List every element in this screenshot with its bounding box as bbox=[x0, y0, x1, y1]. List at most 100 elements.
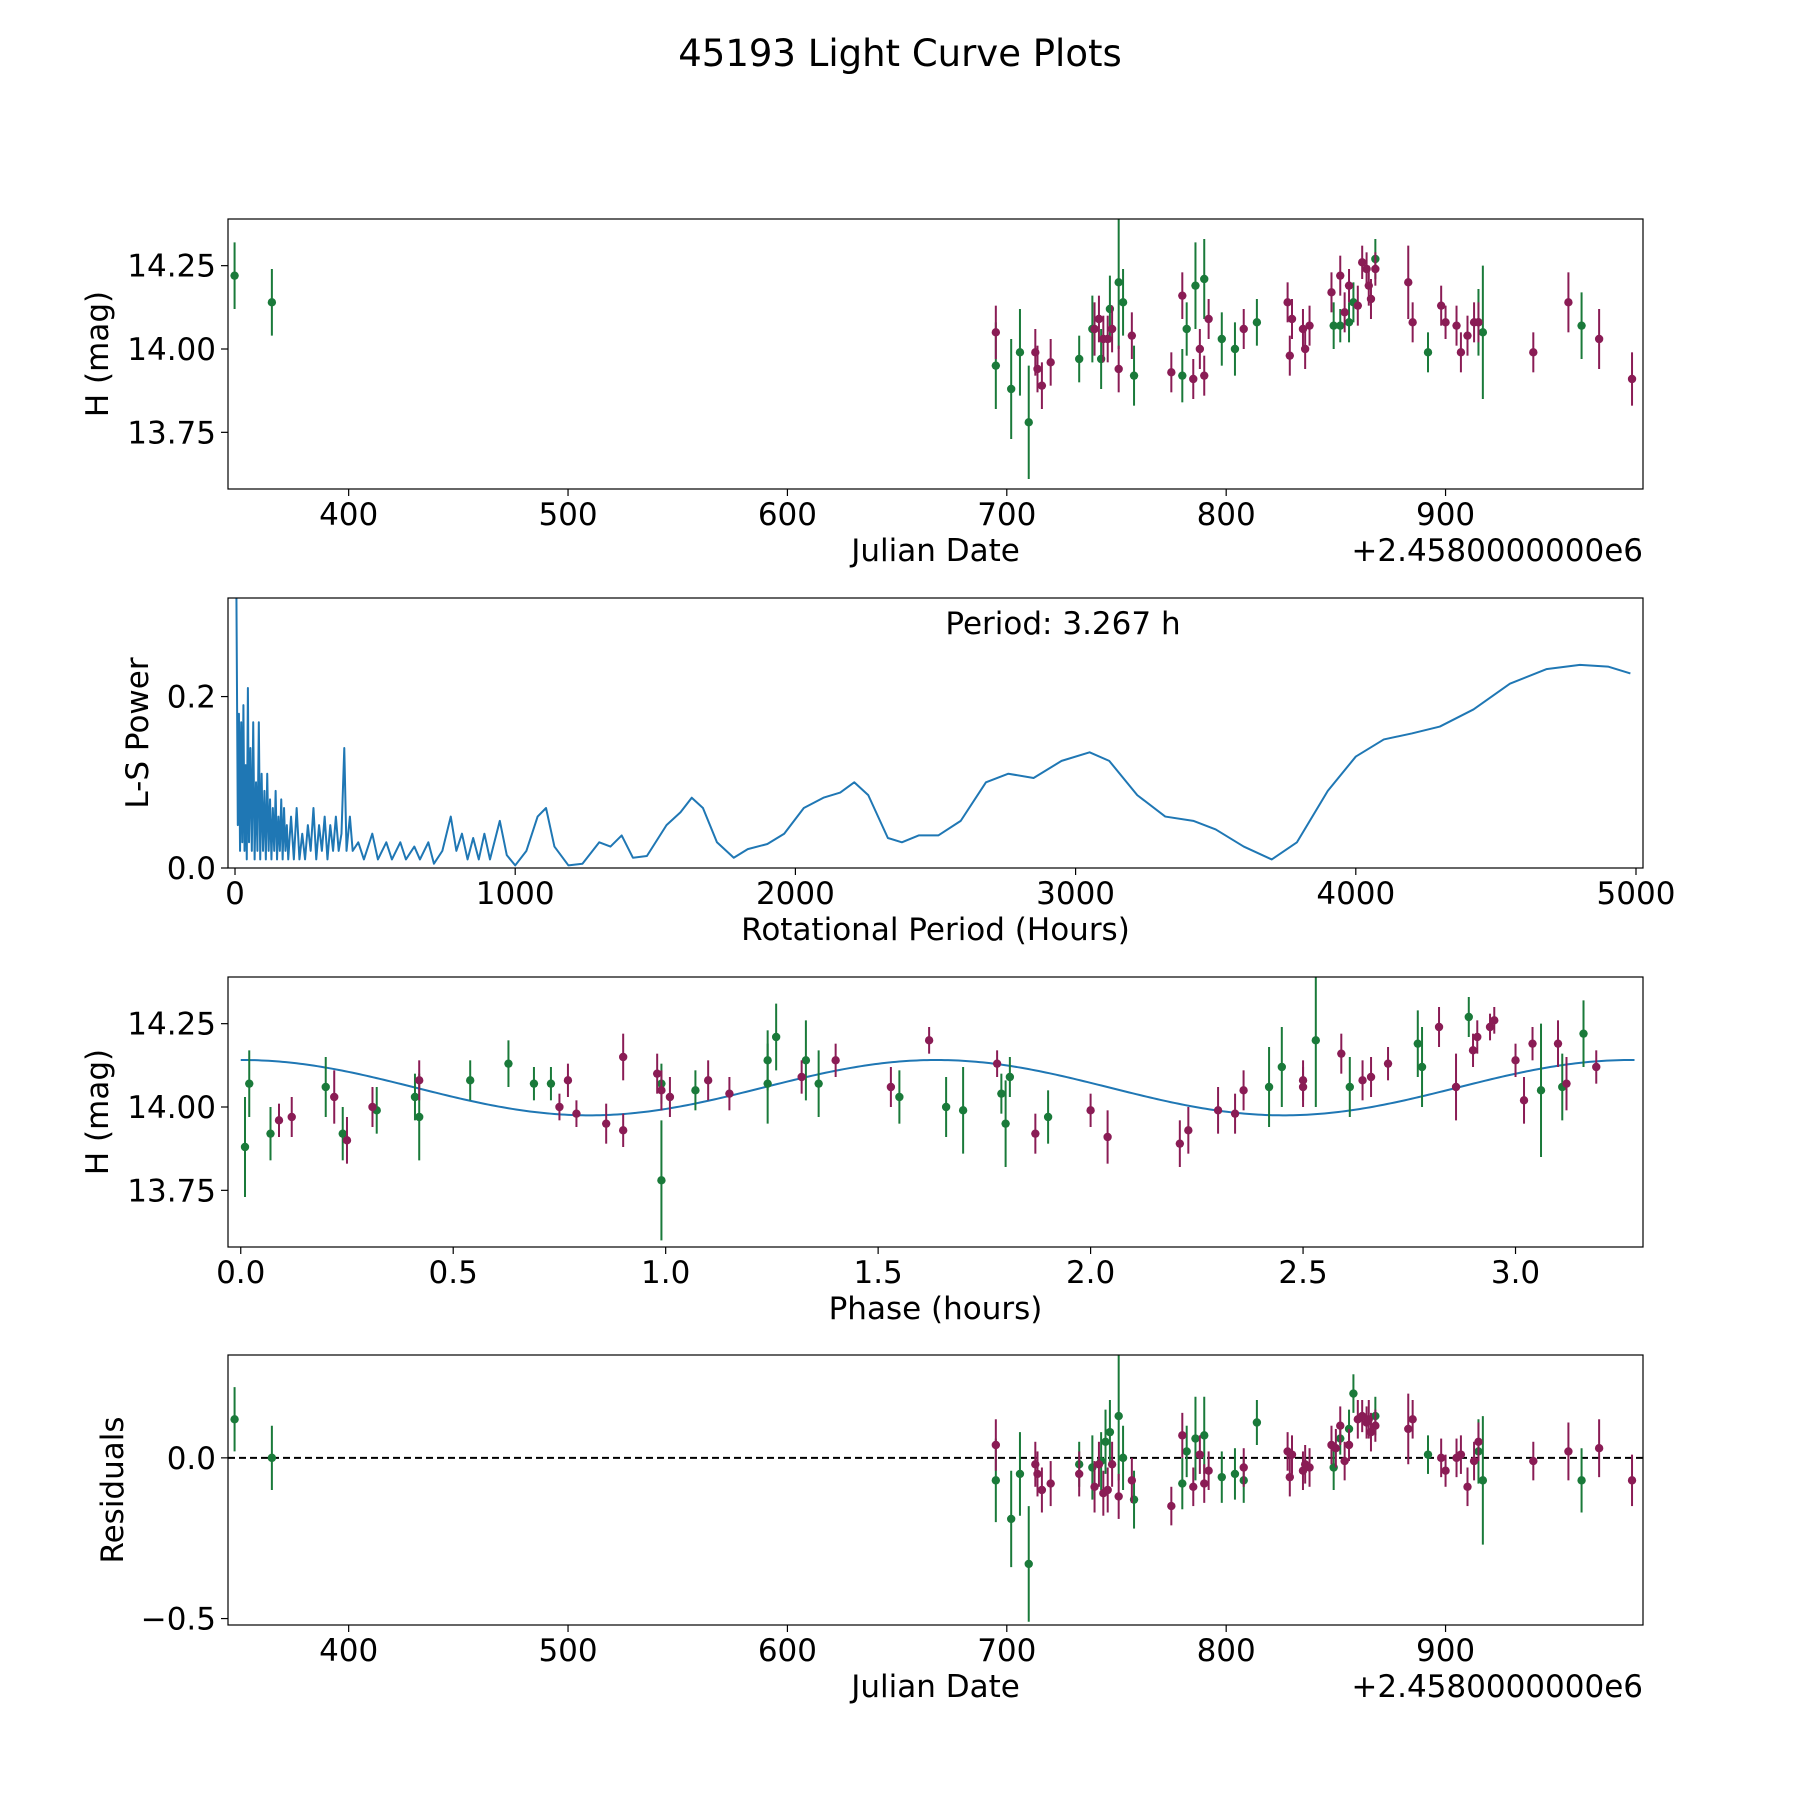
data-point bbox=[1252, 1418, 1262, 1427]
model-fit-curve bbox=[240, 1058, 1635, 1117]
data-point bbox=[1464, 1012, 1473, 1022]
x-tick-label: 900 bbox=[1416, 497, 1475, 533]
data-point bbox=[703, 1076, 713, 1085]
data-point bbox=[941, 1102, 951, 1112]
data-point bbox=[1327, 288, 1336, 297]
data-point bbox=[1239, 324, 1248, 334]
subplots-group: 400 500 600 700 800 900 13.75 14.00 14.25 Julian … bbox=[80, 218, 1675, 1705]
x-tick-label: 1.5 bbox=[853, 1255, 902, 1291]
data-point bbox=[1283, 298, 1292, 307]
y-axis-label: H (mag) bbox=[80, 1049, 116, 1175]
data-point bbox=[1345, 1082, 1355, 1092]
data-point bbox=[1189, 374, 1198, 384]
data-point bbox=[1311, 1036, 1321, 1045]
data-point bbox=[1118, 298, 1128, 307]
data-point bbox=[1564, 298, 1573, 307]
data-point bbox=[1015, 1469, 1025, 1479]
data-point bbox=[1024, 1559, 1033, 1569]
data-point bbox=[1239, 1086, 1248, 1095]
data-point bbox=[1329, 321, 1338, 330]
x-tick-label: 700 bbox=[977, 497, 1036, 533]
data-point bbox=[1511, 1056, 1520, 1065]
data-point bbox=[1178, 291, 1187, 300]
data-point bbox=[1127, 331, 1137, 340]
data-point bbox=[1366, 1427, 1376, 1437]
data-point bbox=[1529, 348, 1538, 357]
data-point bbox=[1371, 264, 1380, 274]
x-axis-label: Rotational Period (Hours) bbox=[741, 912, 1130, 948]
data-point bbox=[992, 1059, 1002, 1068]
data-point bbox=[1086, 1106, 1095, 1115]
data-point bbox=[1114, 364, 1123, 374]
data-point bbox=[1371, 1421, 1380, 1430]
x-tick-label: 800 bbox=[1197, 497, 1256, 533]
data-point bbox=[991, 361, 1001, 370]
x-tick-label: 400 bbox=[319, 497, 378, 533]
data-point bbox=[1103, 334, 1112, 344]
data-point bbox=[1230, 344, 1240, 354]
axes-frame bbox=[227, 597, 1644, 869]
data-point bbox=[1200, 1431, 1209, 1440]
data-point bbox=[1217, 334, 1226, 344]
data-point bbox=[1305, 321, 1314, 330]
data-point bbox=[1204, 1466, 1213, 1475]
data-point bbox=[1195, 344, 1205, 354]
x-tick-label: 800 bbox=[1197, 1633, 1256, 1669]
data-point bbox=[529, 1079, 539, 1088]
data-point bbox=[665, 1092, 675, 1102]
data-point bbox=[691, 1086, 700, 1095]
data-point bbox=[1423, 1450, 1433, 1459]
data-point bbox=[1287, 314, 1297, 324]
data-point bbox=[1594, 334, 1604, 344]
data-point bbox=[1529, 1456, 1538, 1466]
data-point bbox=[1358, 1076, 1367, 1085]
data-point bbox=[1336, 1421, 1345, 1430]
data-point bbox=[287, 1112, 296, 1122]
data-point bbox=[1090, 324, 1099, 334]
data-point bbox=[1127, 1476, 1137, 1485]
series-red-filter bbox=[274, 1007, 1601, 1167]
data-point bbox=[814, 1079, 823, 1088]
data-point bbox=[1178, 1431, 1187, 1440]
data-point bbox=[1107, 324, 1117, 334]
data-point bbox=[1337, 1049, 1346, 1058]
data-point bbox=[563, 1076, 573, 1085]
data-point bbox=[1006, 384, 1016, 394]
data-point bbox=[1105, 1427, 1115, 1437]
data-point bbox=[230, 271, 239, 280]
data-point bbox=[1417, 1062, 1427, 1072]
data-point bbox=[1478, 1476, 1488, 1485]
x-tick-label: 2.0 bbox=[1066, 1255, 1115, 1291]
data-point bbox=[1441, 318, 1450, 327]
x-tick-label: 500 bbox=[538, 1633, 597, 1669]
data-point bbox=[1285, 351, 1294, 360]
y-tick-label: 13.75 bbox=[127, 415, 216, 451]
data-point bbox=[657, 1176, 666, 1185]
data-point bbox=[1519, 1096, 1529, 1105]
data-point bbox=[1277, 1062, 1287, 1072]
data-point bbox=[1478, 328, 1488, 337]
x-tick-label: 3.0 bbox=[1491, 1255, 1540, 1291]
y-tick-label: 14.00 bbox=[127, 1090, 216, 1126]
data-point bbox=[725, 1089, 734, 1098]
data-point bbox=[415, 1076, 424, 1085]
data-point bbox=[652, 1069, 662, 1078]
series-green-filter bbox=[230, 219, 1586, 479]
data-point bbox=[1366, 1072, 1376, 1082]
data-point bbox=[1469, 1456, 1479, 1466]
y-tick-label: 0.2 bbox=[167, 680, 216, 716]
y-axis-label: Residuals bbox=[95, 1416, 131, 1563]
data-point bbox=[267, 298, 277, 307]
plot-area-resid bbox=[228, 1355, 1643, 1622]
x-axis-label: Julian Date bbox=[849, 1669, 1020, 1705]
data-point bbox=[1033, 1469, 1042, 1479]
data-point bbox=[1474, 318, 1483, 327]
y-tick-label: −0.5 bbox=[141, 1602, 216, 1638]
data-point bbox=[1182, 1447, 1191, 1456]
x-tick-label: 2000 bbox=[756, 876, 835, 912]
x-tick-label: 3000 bbox=[1036, 876, 1115, 912]
series-red-filter bbox=[991, 245, 1637, 409]
data-point bbox=[1033, 364, 1042, 374]
data-point bbox=[1357, 1411, 1367, 1421]
